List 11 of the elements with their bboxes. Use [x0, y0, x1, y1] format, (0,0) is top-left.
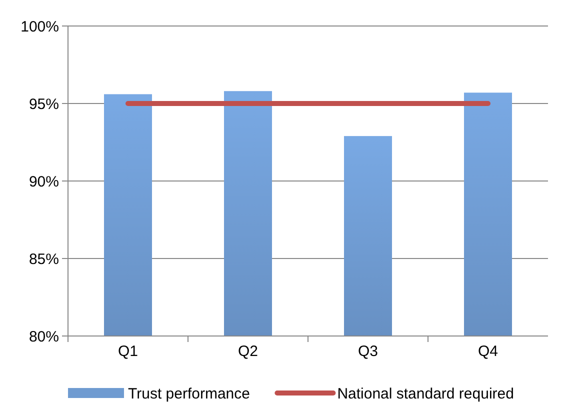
- legend-label: National standard required: [337, 385, 514, 402]
- x-tick-label: Q3: [358, 343, 378, 360]
- y-tick-label: 85%: [28, 250, 59, 268]
- y-tick-label: 100%: [20, 18, 59, 36]
- y-tick-label: 80%: [28, 328, 59, 346]
- legend-label: Trust performance: [128, 385, 250, 402]
- x-tick-label: Q1: [118, 343, 138, 360]
- x-tick-label: Q4: [478, 343, 498, 360]
- y-tick-label: 90%: [28, 173, 59, 190]
- y-tick-label: 95%: [28, 96, 59, 113]
- x-tick-label: Q2: [238, 343, 258, 360]
